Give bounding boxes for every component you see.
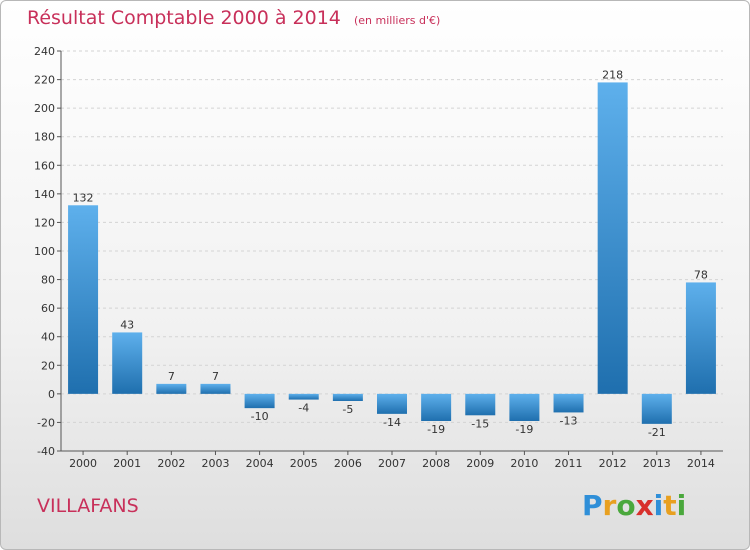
y-tick-label: -40 — [37, 445, 55, 458]
y-tick-label: 80 — [41, 274, 55, 287]
logo-letter: x — [635, 489, 654, 522]
bar-2011 — [553, 393, 584, 413]
y-tick-label: 240 — [34, 45, 55, 58]
logo-letter: i — [653, 489, 664, 522]
chart-unit: (en milliers d'€) — [353, 14, 441, 27]
x-tick-label-2007: 2007 — [378, 457, 406, 470]
data-label-2003: 7 — [212, 370, 219, 383]
y-tick-label: 120 — [34, 216, 55, 229]
data-label-2008: -19 — [427, 423, 445, 436]
x-tick-label-2014: 2014 — [687, 457, 715, 470]
bar-2003 — [200, 383, 231, 394]
x-tick-label-2001: 2001 — [113, 457, 141, 470]
y-tick-label: 0 — [48, 388, 55, 401]
y-tick-label: 20 — [41, 359, 55, 372]
bar-2010 — [509, 393, 540, 421]
x-tick-label-2011: 2011 — [555, 457, 583, 470]
y-tick-label: 100 — [34, 245, 55, 258]
data-label-2000: 132 — [73, 191, 94, 204]
x-tick-label-2004: 2004 — [246, 457, 274, 470]
proxiti-logo: Proxiti — [582, 489, 686, 522]
y-tick-label: 220 — [34, 74, 55, 87]
data-label-2013: -21 — [648, 426, 666, 439]
x-tick-label-2009: 2009 — [466, 457, 494, 470]
data-label-2001: 43 — [120, 318, 134, 331]
y-tick-label: 180 — [34, 131, 55, 144]
data-label-2014: 78 — [694, 268, 708, 281]
data-label-2002: 7 — [168, 370, 175, 383]
logo-letter: i — [676, 489, 687, 522]
y-tick-label: 160 — [34, 159, 55, 172]
chart-title: Résultat Comptable 2000 à 2014 (en milli… — [27, 7, 440, 29]
logo-letter: r — [602, 489, 617, 522]
bar-2002 — [156, 383, 187, 394]
logo-letter: P — [582, 489, 603, 522]
x-tick-label-2003: 2003 — [201, 457, 229, 470]
x-tick-label-2010: 2010 — [510, 457, 538, 470]
bar-2009 — [465, 393, 496, 416]
bar-2004 — [244, 393, 275, 409]
y-tick-label: 200 — [34, 102, 55, 115]
x-tick-label-2008: 2008 — [422, 457, 450, 470]
chart-title-text: Résultat Comptable 2000 à 2014 — [27, 7, 341, 29]
x-tick-label-2000: 2000 — [69, 457, 97, 470]
data-label-2012: 218 — [602, 68, 623, 81]
logo-letter: o — [616, 489, 636, 522]
y-tick-label: -20 — [37, 416, 55, 429]
bar-2013 — [641, 393, 672, 424]
data-label-2009: -15 — [471, 417, 489, 430]
data-label-2010: -19 — [515, 423, 533, 436]
bar-2005 — [288, 393, 319, 400]
y-tick-label: 40 — [41, 331, 55, 344]
y-tick-label: 140 — [34, 188, 55, 201]
data-label-2004: -10 — [251, 410, 269, 423]
bar-2012 — [597, 82, 628, 394]
bar-2000 — [68, 205, 99, 394]
data-label-2006: -5 — [342, 403, 353, 416]
bar-2008 — [421, 393, 452, 421]
commune-name: VILLAFANS — [37, 495, 139, 517]
x-tick-label-2005: 2005 — [290, 457, 318, 470]
x-tick-label-2013: 2013 — [643, 457, 671, 470]
bar-2001 — [112, 332, 143, 394]
bar-2007 — [377, 393, 407, 414]
x-tick-label-2002: 2002 — [157, 457, 185, 470]
data-label-2007: -14 — [383, 416, 401, 429]
bar-2006 — [332, 393, 363, 401]
x-tick-label-2006: 2006 — [334, 457, 362, 470]
y-tick-label: 60 — [41, 302, 55, 315]
logo-letter: t — [663, 489, 677, 522]
x-tick-label-2012: 2012 — [599, 457, 627, 470]
data-label-2005: -4 — [298, 402, 309, 415]
bar-2014 — [685, 282, 716, 394]
data-label-2011: -13 — [560, 414, 578, 427]
